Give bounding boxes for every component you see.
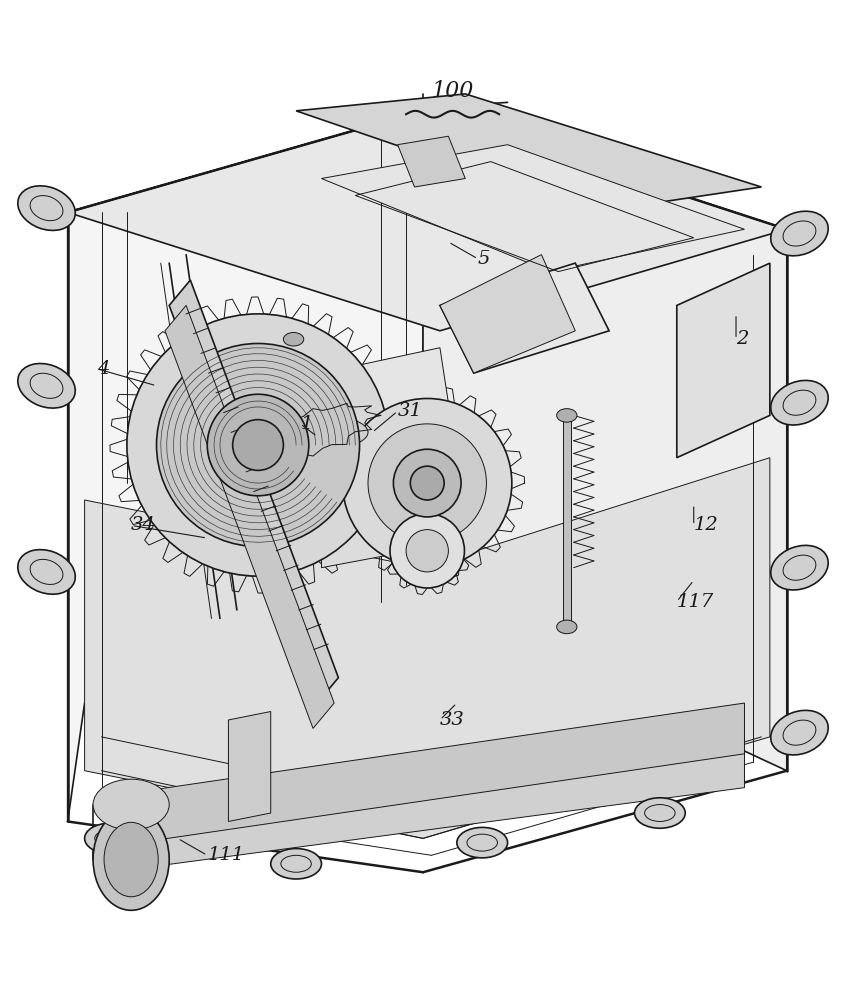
Polygon shape	[423, 111, 787, 771]
Text: 117: 117	[677, 593, 714, 611]
Ellipse shape	[258, 414, 368, 451]
Text: 5: 5	[478, 250, 491, 268]
Ellipse shape	[771, 211, 828, 256]
Polygon shape	[440, 255, 575, 373]
Circle shape	[343, 398, 512, 568]
Circle shape	[410, 466, 444, 500]
Polygon shape	[110, 737, 744, 872]
Polygon shape	[677, 263, 770, 458]
Circle shape	[368, 424, 486, 542]
Polygon shape	[228, 712, 271, 821]
Text: 1: 1	[300, 415, 313, 433]
Ellipse shape	[634, 798, 685, 828]
Polygon shape	[440, 263, 609, 373]
Circle shape	[157, 343, 360, 547]
Ellipse shape	[271, 849, 321, 879]
Ellipse shape	[457, 827, 508, 858]
Ellipse shape	[93, 779, 169, 830]
Circle shape	[390, 514, 464, 588]
Polygon shape	[321, 458, 457, 568]
Polygon shape	[165, 305, 334, 728]
Ellipse shape	[557, 409, 577, 422]
Ellipse shape	[18, 363, 75, 408]
Circle shape	[233, 420, 283, 470]
Circle shape	[406, 530, 448, 572]
Ellipse shape	[771, 545, 828, 590]
Polygon shape	[563, 415, 571, 627]
Text: 34: 34	[131, 516, 156, 534]
Polygon shape	[68, 111, 787, 331]
Circle shape	[127, 314, 389, 576]
Text: 12: 12	[694, 516, 718, 534]
Ellipse shape	[771, 380, 828, 425]
Ellipse shape	[557, 620, 577, 634]
Ellipse shape	[18, 186, 75, 230]
Text: 4: 4	[97, 360, 110, 378]
Polygon shape	[110, 703, 744, 847]
Circle shape	[393, 449, 461, 517]
Polygon shape	[398, 136, 465, 187]
Ellipse shape	[93, 809, 169, 910]
Text: 2: 2	[736, 330, 749, 348]
Text: 33: 33	[440, 711, 464, 729]
Polygon shape	[68, 111, 423, 821]
Ellipse shape	[104, 822, 158, 897]
Polygon shape	[321, 145, 744, 272]
Text: 31: 31	[398, 402, 422, 420]
Polygon shape	[169, 280, 338, 703]
Ellipse shape	[283, 332, 304, 346]
Ellipse shape	[771, 710, 828, 755]
Text: 100: 100	[431, 80, 474, 102]
Ellipse shape	[18, 550, 75, 594]
Polygon shape	[321, 348, 457, 483]
Circle shape	[207, 394, 309, 496]
Polygon shape	[296, 94, 761, 212]
Ellipse shape	[85, 823, 135, 854]
Text: 111: 111	[207, 846, 244, 864]
Polygon shape	[85, 458, 770, 838]
